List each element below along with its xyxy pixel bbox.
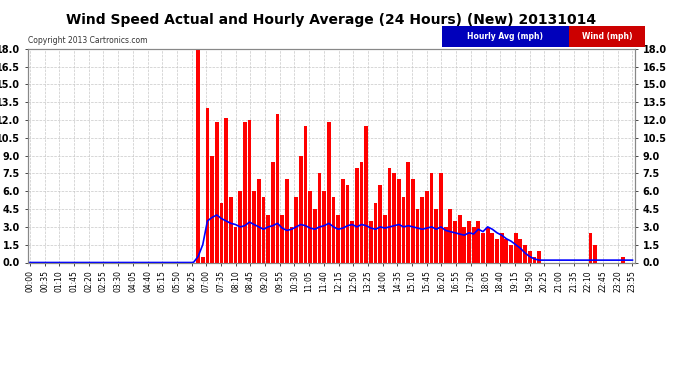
Bar [219, 203, 224, 262]
Bar [290, 227, 293, 262]
Bar [495, 239, 499, 262]
Bar [533, 256, 536, 262]
Bar [514, 233, 518, 262]
Bar [238, 191, 242, 262]
Bar [355, 168, 359, 262]
Bar [295, 197, 298, 262]
Bar [271, 162, 275, 262]
Bar [229, 197, 233, 262]
Bar [322, 191, 326, 262]
Bar [406, 162, 410, 262]
Bar [538, 251, 541, 262]
Bar [477, 221, 480, 262]
Bar [472, 227, 475, 262]
Bar [378, 185, 382, 262]
Bar [346, 185, 349, 262]
Bar [448, 209, 452, 262]
Bar [462, 227, 466, 262]
Bar [243, 122, 246, 262]
Bar [210, 156, 214, 262]
Bar [327, 122, 331, 262]
Bar [299, 156, 303, 262]
Bar [486, 227, 489, 262]
Bar [351, 221, 354, 262]
Bar [248, 120, 251, 262]
Bar [411, 179, 415, 262]
Bar [453, 221, 457, 262]
Bar [589, 233, 592, 262]
Bar [369, 221, 373, 262]
Bar [262, 197, 266, 262]
Bar [439, 173, 443, 262]
Text: Hourly Avg (mph): Hourly Avg (mph) [467, 32, 544, 41]
Bar [215, 122, 219, 262]
Bar [374, 203, 377, 262]
Bar [253, 191, 256, 262]
Bar [523, 245, 527, 262]
Bar [280, 215, 284, 262]
Bar [341, 179, 345, 262]
Bar [593, 245, 597, 262]
Bar [359, 162, 364, 262]
Bar [416, 209, 420, 262]
Bar [234, 227, 237, 262]
Bar [402, 197, 406, 262]
Bar [308, 191, 312, 262]
Bar [393, 173, 396, 262]
Bar [224, 118, 228, 262]
Text: Copyright 2013 Cartronics.com: Copyright 2013 Cartronics.com [28, 36, 147, 45]
Bar [275, 114, 279, 262]
Bar [206, 108, 209, 262]
Bar [504, 239, 509, 262]
Bar [397, 179, 401, 262]
Bar [266, 215, 270, 262]
Bar [201, 256, 205, 262]
Bar [509, 245, 513, 262]
Bar [317, 173, 322, 262]
Bar [500, 233, 504, 262]
Bar [528, 251, 531, 262]
Text: Wind (mph): Wind (mph) [582, 32, 633, 41]
Bar [196, 49, 200, 262]
Bar [388, 168, 391, 262]
Bar [383, 215, 387, 262]
Bar [444, 227, 448, 262]
Bar [425, 191, 428, 262]
Bar [332, 197, 335, 262]
Bar [313, 209, 317, 262]
Bar [257, 179, 261, 262]
Bar [285, 179, 288, 262]
Bar [336, 215, 340, 262]
Bar [420, 197, 424, 262]
Bar [457, 215, 462, 262]
Bar [467, 221, 471, 262]
Bar [481, 233, 485, 262]
Bar [491, 233, 494, 262]
Bar [430, 173, 433, 262]
Text: Wind Speed Actual and Hourly Average (24 Hours) (New) 20131014: Wind Speed Actual and Hourly Average (24… [66, 13, 596, 27]
Bar [304, 126, 307, 262]
Bar [621, 256, 625, 262]
Bar [435, 209, 438, 262]
Bar [518, 239, 522, 262]
Bar [364, 126, 368, 262]
